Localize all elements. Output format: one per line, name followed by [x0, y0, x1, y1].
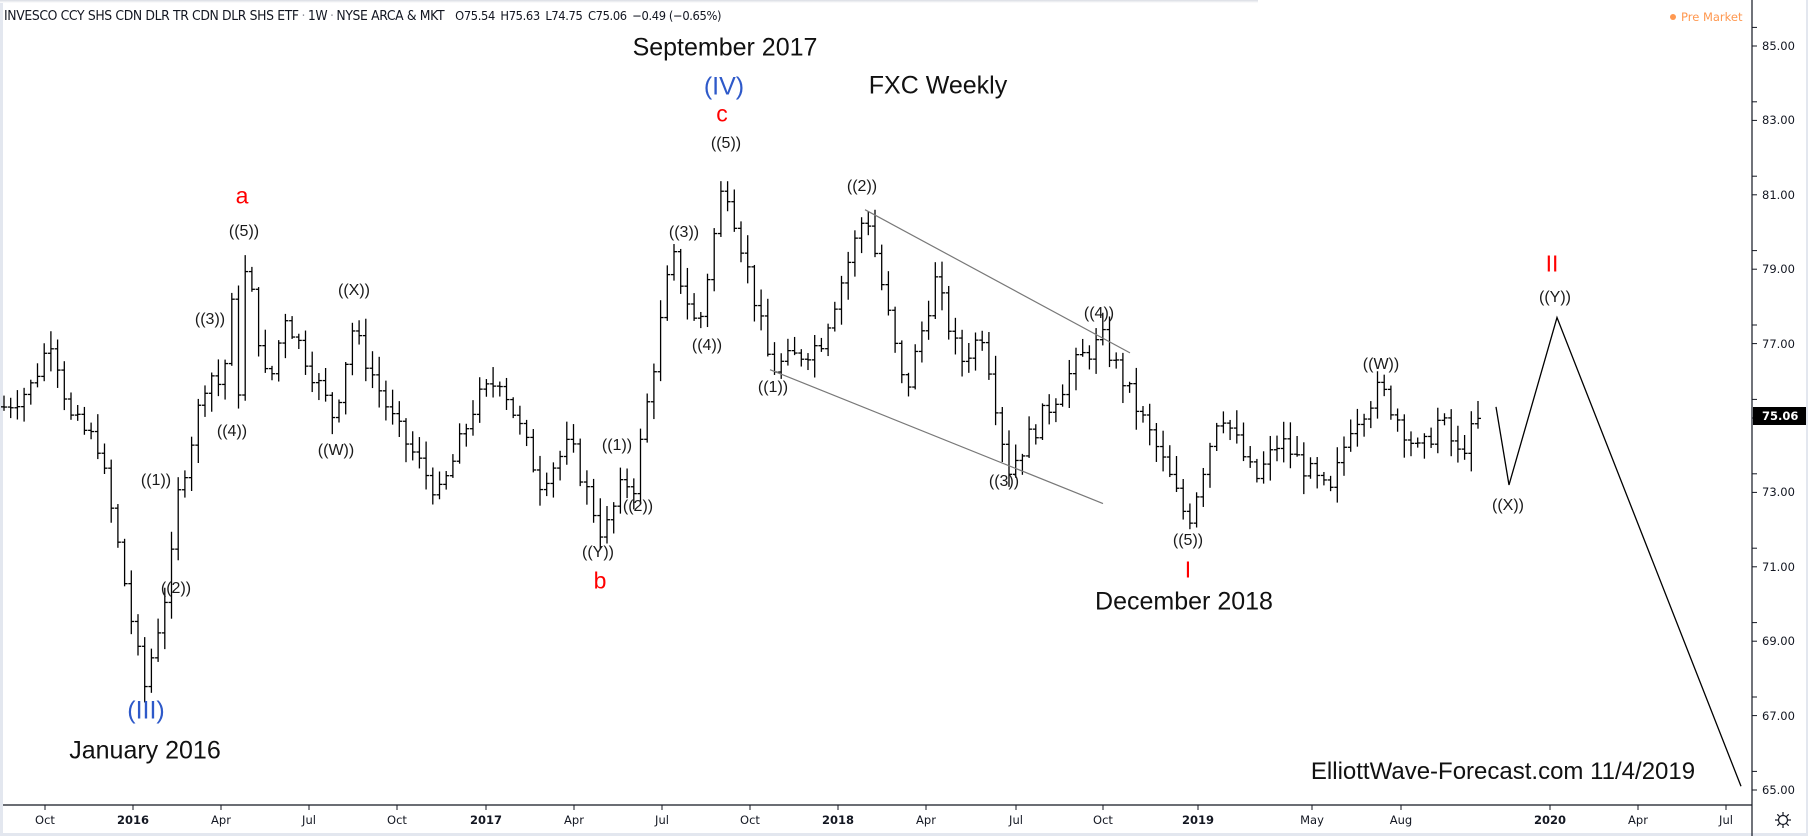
separator: ·: [330, 8, 334, 24]
open-value: O75.54: [455, 8, 495, 23]
chart-frame: [3, 0, 1806, 833]
time-axis-label: 2017: [469, 813, 503, 827]
time-axis-label: Jul: [655, 813, 669, 827]
time-axis-label: Jul: [302, 813, 316, 827]
chart-title: FXC Weekly: [868, 71, 1008, 100]
last-price-badge: 75.06: [1753, 406, 1806, 425]
time-axis-label: 2016: [116, 813, 150, 827]
close-value: C75.06: [587, 8, 627, 23]
time-axis-ticks: [44, 805, 1727, 810]
wave-label-b: b: [593, 567, 607, 594]
wave-label-5-2016: ((5)): [228, 223, 260, 240]
time-axis-label: 2018: [821, 813, 855, 827]
wave-label-III: (III): [127, 696, 165, 725]
wave-label-W-2019: ((W)): [1362, 356, 1400, 373]
wave-label-4-2017: ((4)): [691, 337, 723, 354]
pre-market-status: Pre Market: [1670, 10, 1742, 24]
exchange: NYSE ARCA & MKT: [336, 8, 445, 24]
price-axis-label: 81.00: [1762, 187, 1795, 202]
price-axis-label: 67.00: [1762, 708, 1795, 723]
wave-label-X-2019: ((X)): [1492, 497, 1524, 514]
wave-label-2-2016: ((2)): [160, 580, 192, 597]
settings-gear-icon[interactable]: [1774, 811, 1792, 829]
separator: ·: [301, 8, 306, 24]
trend-channel[interactable]: [769, 209, 1131, 505]
wave-label-5-2018: ((5)): [1172, 532, 1204, 549]
price-axis-label: 79.00: [1762, 262, 1795, 277]
label-december-2018: December 2018: [1095, 587, 1273, 616]
time-axis-label: May: [1300, 813, 1324, 827]
price-bars: [1, 181, 1481, 703]
price-axis-label: 65.00: [1762, 783, 1795, 797]
price-axis-label: 85.00: [1762, 39, 1795, 53]
time-axis-label: Oct: [35, 813, 55, 827]
wave-label-Y-2020: ((Y)): [1539, 289, 1571, 306]
status-dot-icon: [1670, 14, 1676, 20]
wave-label-3-2018: ((3)): [988, 473, 1020, 490]
symbol-header[interactable]: INVESCO CCY SHS CDN DLR TR CDN DLR SHS E…: [4, 8, 727, 28]
time-axis-label: 2019: [1181, 813, 1215, 827]
wave-label-1-2018: ((1)): [757, 379, 789, 396]
time-axis-label: Apr: [1628, 813, 1648, 827]
wave-label-IV: (IV): [703, 72, 745, 101]
label-january-2016: January 2016: [69, 736, 221, 765]
price-axis-label: 77.00: [1762, 336, 1795, 351]
wave-label-3-2016: ((3)): [194, 311, 226, 328]
time-axis-label: Aug: [1389, 813, 1413, 827]
wave-label-c: c: [716, 100, 728, 127]
wave-label-a: a: [235, 182, 249, 209]
time-axis-label: 2020: [1533, 813, 1567, 827]
wave-label-4-2016: ((4)): [216, 423, 248, 440]
wave-label-2-2018: ((2)): [846, 178, 878, 195]
watermark: ElliottWave-Forecast.com 11/4/2019: [1310, 758, 1696, 785]
low-value: L74.75: [545, 8, 583, 23]
price-axis-label: 73.00: [1762, 485, 1795, 500]
wave-label-3-2017: ((3)): [668, 224, 700, 241]
time-axis-label: Apr: [211, 813, 231, 827]
header-shadow: [0, 0, 1258, 3]
wave-label-1-2017: ((1)): [601, 437, 633, 454]
wave-label-5-2017: ((5)): [710, 135, 742, 152]
high-value: H75.63: [500, 8, 540, 23]
wave-label-4-2018: ((4)): [1083, 305, 1115, 322]
wave-label-II: II: [1545, 250, 1559, 277]
projection-path[interactable]: [1495, 315, 1742, 787]
wave-label-1-2016: ((1)): [140, 472, 172, 489]
wave-label-2-2017: ((2)): [622, 498, 654, 515]
pre-market-label: Pre Market: [1681, 10, 1743, 24]
price-axis-label: 83.00: [1762, 113, 1795, 128]
wave-label-Y-2017: ((Y)): [582, 544, 614, 561]
price-axis-ticks: [1752, 26, 1757, 791]
change-value: −0.49 (−0.65%): [632, 8, 722, 23]
time-axis-label: Oct: [740, 813, 760, 827]
channel-line[interactable]: [769, 369, 1104, 505]
price-axis-label: 71.00: [1762, 559, 1795, 574]
time-axis-label: Apr: [916, 813, 936, 827]
price-axis-label: 69.00: [1762, 634, 1795, 649]
wave-label-I: I: [1184, 556, 1192, 583]
time-axis-label: Oct: [1093, 813, 1113, 827]
label-september-2017: September 2017: [632, 33, 818, 62]
symbol-name[interactable]: INVESCO CCY SHS CDN DLR TR CDN DLR SHS E…: [4, 8, 299, 24]
ohlc-values: O75.54 H75.63 L74.75 C75.06 −0.49 (−0.65%): [455, 8, 727, 23]
time-axis-label: Jul: [1719, 813, 1733, 827]
time-axis-label: Apr: [564, 813, 584, 827]
channel-line[interactable]: [864, 209, 1131, 354]
time-axis-label: Oct: [387, 813, 407, 827]
time-axis-label: Jul: [1009, 813, 1023, 827]
interval[interactable]: 1W: [307, 8, 328, 24]
wave-label-X-2016: ((X)): [338, 282, 370, 299]
wave-label-W-2016: ((W)): [317, 442, 355, 459]
